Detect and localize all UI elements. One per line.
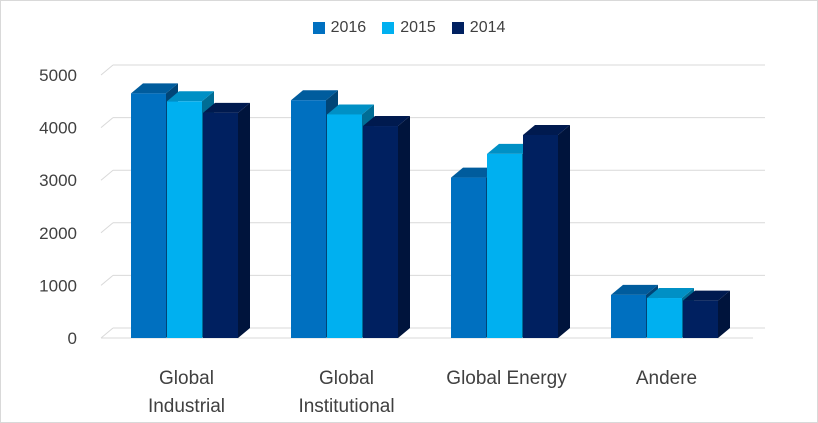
gridline-diag-0 (100, 327, 114, 339)
bar-2014-3 (683, 300, 718, 338)
gridline-diag-4000 (100, 117, 114, 128)
bar-top-2015-1 (327, 104, 374, 115)
x-tick-label-3: Andere (636, 368, 697, 389)
gridline-diag-5000 (100, 64, 114, 76)
bar-side-2014-2 (558, 124, 570, 339)
bar-2014-0 (203, 112, 238, 338)
x-tick-label-line: Andere (636, 368, 697, 389)
bar-2016-3 (611, 294, 646, 338)
x-tick-label-line: Global (159, 368, 214, 389)
legend-item-2014: 2014 (451, 19, 506, 37)
bar-2014-2 (523, 134, 558, 338)
bar-2016-2 (451, 177, 486, 338)
bar-top-2016-2 (451, 167, 498, 178)
bar-top-2016-3 (611, 284, 658, 295)
bar-2016-0 (131, 93, 166, 338)
x-tick-label-line: Global (319, 368, 374, 389)
gridline-diag-1000 (100, 275, 114, 286)
bar-top-2014-2 (523, 124, 570, 135)
x-tick-label-line: Institutional (298, 396, 394, 417)
x-tick-label-0: Global Industrial (148, 368, 225, 417)
legend-item-2016: 2016 (312, 19, 367, 37)
bar-2015-0 (167, 101, 202, 338)
gridline-diag-3000 (100, 169, 114, 181)
y-tick-label-1000: 1000 (39, 276, 77, 295)
y-tick-label-0: 0 (68, 329, 77, 348)
x-tick-label-2: Global Energy (446, 368, 567, 389)
bar-top-2016-0 (131, 83, 178, 94)
y-tick-label-3000: 3000 (39, 171, 77, 190)
y-tick-label-2000: 2000 (39, 224, 77, 243)
legend-swatch-2015 (382, 22, 395, 34)
bar-2015-1 (327, 114, 362, 338)
legend-label-2014: 2014 (469, 19, 506, 36)
bar-side-2014-1 (398, 116, 410, 338)
bar-2014-1 (363, 126, 398, 338)
bar-top-2015-3 (647, 288, 694, 299)
y-tick-label-5000: 5000 (39, 66, 77, 85)
bar-side-2014-0 (238, 102, 250, 338)
x-tick-label-line: Global Energy (446, 368, 567, 389)
y-tick-label-4000: 4000 (39, 119, 77, 138)
legend-swatch-2016 (312, 22, 325, 34)
bar-side-2014-3 (718, 290, 730, 338)
legend-label-2015: 2015 (400, 19, 436, 36)
bar-top-2014-0 (203, 102, 250, 113)
legend-label-2016: 2016 (330, 19, 367, 36)
bar-2015-3 (647, 298, 682, 338)
x-tick-label-line: Industrial (148, 396, 225, 417)
bar-2016-1 (291, 100, 326, 338)
legend-item-2015: 2015 (382, 19, 436, 37)
bar-top-2015-0 (167, 91, 214, 102)
bar-top-2016-1 (291, 90, 338, 101)
bar-top-2014-3 (683, 290, 730, 301)
x-tick-label-1: Global Institutional (298, 368, 394, 417)
bar-2015-2 (487, 153, 522, 338)
bar-top-2014-1 (363, 116, 410, 127)
legend-swatch-2014 (451, 22, 464, 34)
bar-top-2015-2 (487, 143, 534, 154)
legend: 2016 2015 2014 (1, 19, 817, 37)
gridline-diag-2000 (100, 222, 114, 234)
